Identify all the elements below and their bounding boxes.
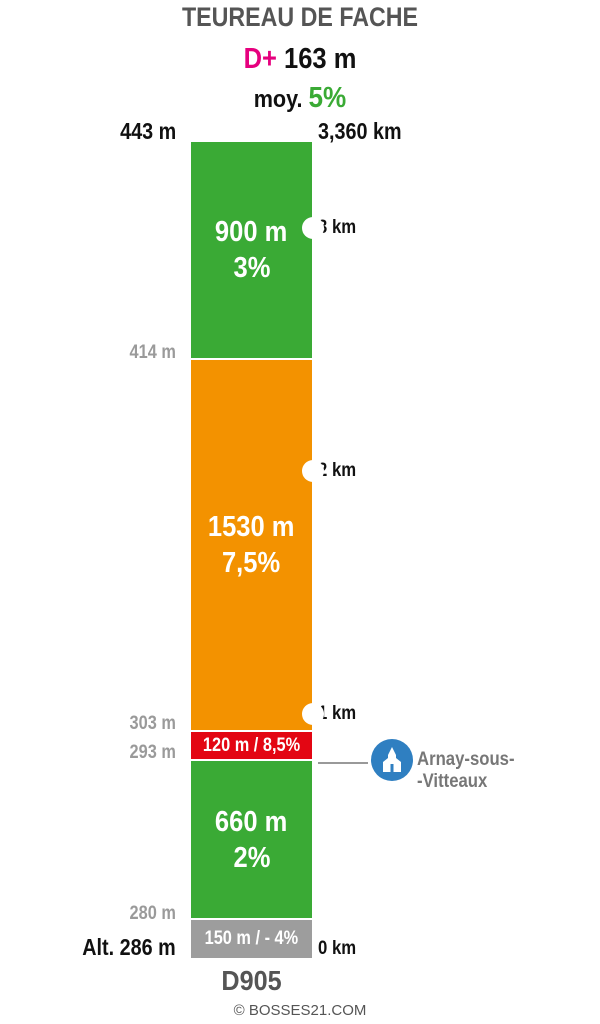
- segment-2-length: 1530 m: [208, 511, 295, 543]
- segment-1-grade: 3%: [233, 252, 270, 284]
- segment-4-length: 660 m: [215, 805, 288, 838]
- segment-5-label: 150 m / - 4%: [204, 928, 299, 949]
- town-name: Arnay-sous- -Vitteaux: [417, 749, 515, 793]
- road-name: D905: [221, 965, 282, 996]
- segment-5: 150 m / - 4%: [191, 920, 312, 958]
- distance-total: 3,360 km: [318, 118, 402, 144]
- altitude-293: 293 m: [129, 742, 176, 763]
- segment-1-length: 900 m: [215, 216, 288, 248]
- altitude-280: 280 m: [129, 903, 176, 924]
- segment-1: 900 m 3%: [191, 142, 312, 358]
- altitude-top: 443 m: [119, 118, 176, 144]
- segment-2-grade: 7,5%: [222, 547, 281, 579]
- average-grade-value: 5%: [308, 82, 347, 114]
- altitude-303: 303 m: [129, 713, 176, 734]
- elevation-gain: D+ 163 m: [36, 43, 564, 76]
- notch-2km: [302, 460, 324, 482]
- notch-1km: [302, 703, 324, 725]
- segment-3: 120 m / 8,5%: [191, 732, 312, 759]
- elevation-gain-value: 163 m: [284, 43, 357, 75]
- distance-3km: 3 km: [318, 217, 357, 238]
- copyright: © BOSSES21.COM: [233, 1002, 367, 1019]
- segment-3-label: 120 m / 8,5%: [202, 734, 301, 756]
- altitude-start: Alt. 286 m: [82, 934, 176, 960]
- town-connector: [318, 762, 368, 764]
- elevation-gain-prefix: D+: [243, 43, 277, 75]
- average-grade-prefix: moy.: [253, 86, 303, 113]
- average-grade: moy. 5%: [30, 82, 570, 115]
- climb-title: TEUREAU DE FACHE: [181, 2, 419, 32]
- altitude-414: 414 m: [129, 342, 176, 363]
- town-name-line1: Arnay-sous-: [417, 749, 515, 770]
- segment-4-grade: 2%: [233, 841, 270, 874]
- distance-2km: 2 km: [318, 460, 357, 481]
- town-name-line2: -Vitteaux: [417, 771, 488, 792]
- segment-4: 660 m 2%: [191, 761, 312, 918]
- distance-0km: 0 km: [318, 938, 357, 959]
- church-icon: [371, 739, 413, 781]
- notch-3km: [302, 217, 324, 239]
- segment-2: 1530 m 7,5%: [191, 360, 312, 730]
- distance-1km: 1 km: [318, 703, 357, 724]
